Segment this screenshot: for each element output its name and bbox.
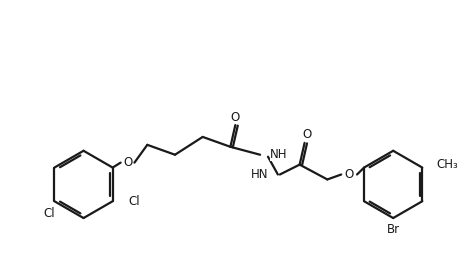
Text: NH: NH bbox=[270, 148, 287, 161]
Text: O: O bbox=[231, 111, 240, 124]
Text: O: O bbox=[123, 156, 132, 169]
Text: Br: Br bbox=[386, 224, 400, 236]
Text: O: O bbox=[302, 128, 311, 141]
Text: CH₃: CH₃ bbox=[436, 158, 458, 171]
Text: HN: HN bbox=[251, 168, 268, 181]
Text: Cl: Cl bbox=[44, 207, 55, 220]
Text: O: O bbox=[345, 168, 354, 181]
Text: Cl: Cl bbox=[128, 195, 140, 208]
